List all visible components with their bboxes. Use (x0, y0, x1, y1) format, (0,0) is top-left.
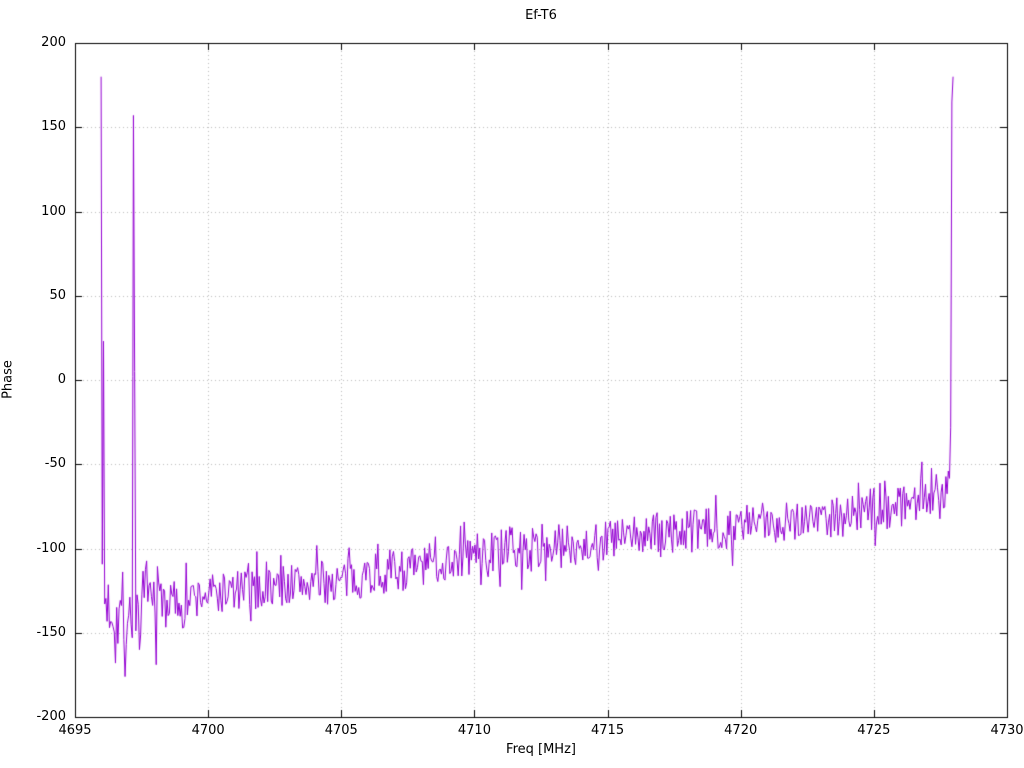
y-tick-label: -150 (36, 624, 66, 640)
x-tick-label: 4730 (990, 723, 1024, 738)
chart-title: Ef-T6 (525, 8, 557, 23)
x-tick-label: 4700 (191, 723, 225, 738)
x-tick-label: 4720 (724, 723, 758, 738)
y-tick-label: -50 (44, 456, 66, 472)
y-tick-label: -100 (36, 540, 66, 556)
x-tick-label: 4715 (591, 723, 625, 738)
y-tick-label: 200 (41, 35, 66, 50)
y-tick-label: 0 (57, 372, 66, 387)
y-tick-label: 150 (41, 119, 66, 135)
x-axis-label: Freq [MHz] (506, 742, 576, 757)
y-tick-label: -200 (36, 709, 66, 724)
y-tick-label: 100 (41, 203, 66, 219)
x-tick-label: 4695 (58, 723, 92, 738)
x-tick-label: 4710 (457, 723, 491, 738)
y-tick-label: 50 (49, 287, 66, 303)
x-tick-label: 4705 (324, 723, 358, 738)
x-tick-label: 4725 (857, 723, 891, 738)
